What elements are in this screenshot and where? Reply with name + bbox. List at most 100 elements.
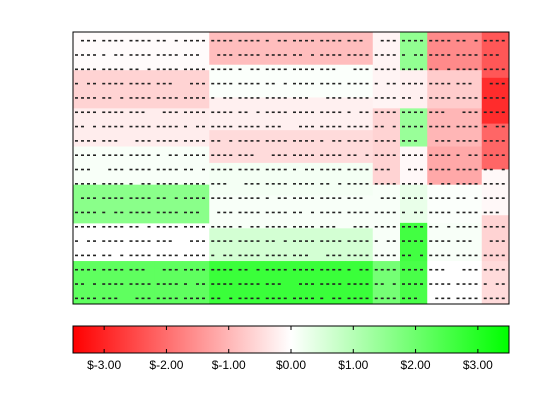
cell-text-mark [353,68,357,71]
cell-text-mark [114,240,118,242]
cell-text-mark [338,82,342,85]
cell-text-mark [435,225,439,228]
cell-text-mark [353,211,357,214]
cell-text-mark [147,125,151,128]
cell-text-mark [320,268,324,271]
cell-text-mark [468,254,472,257]
cell-text-mark [468,240,472,242]
cell-text-mark [141,54,145,56]
cell-text-mark [456,140,460,142]
cell-text-mark [190,111,193,114]
cell-text-mark [75,111,78,114]
cell-text-mark [347,140,351,142]
cell-text-mark [190,197,193,199]
cell-text-mark [75,140,78,142]
cell-text-mark [311,168,314,171]
cell-text-mark [420,283,423,285]
cell-text-mark [374,268,378,271]
cell-text-mark [429,154,433,156]
heatmap-cell-band0-row3 [73,146,210,186]
cell-text-mark [102,240,106,242]
cell-text-mark [81,225,84,228]
cell-text-mark [174,254,178,257]
cell-text-mark [456,154,460,156]
cell-text-mark [495,183,499,185]
cell-text-mark [392,125,396,128]
cell-text-mark [441,254,445,257]
cell-text-mark [168,211,172,214]
cell-text-mark [392,111,396,114]
cell-text-mark [271,168,275,171]
cell-text-mark [332,54,336,56]
cell-text-mark [462,183,466,185]
cell-text-mark [435,268,439,271]
cell-text-mark [468,225,472,228]
cell-text-mark [250,197,254,199]
cell-text-mark [283,82,287,85]
cell-text-mark [114,82,118,85]
cell-text-mark [338,168,342,171]
cell-text-mark [365,283,369,285]
cell-text-mark [441,111,445,114]
cell-text-mark [338,111,342,114]
cell-text-mark [326,111,330,114]
cell-text-mark [168,268,172,271]
cell-text-mark [386,168,390,171]
cell-text-mark [332,268,336,271]
cell-text-mark [114,39,118,42]
cell-text-mark [456,54,460,56]
cell-text-mark [129,168,133,171]
cell-text-mark [93,225,96,228]
cell-text-mark [168,54,172,56]
heatmap-cell-band4-row3 [427,146,483,186]
cell-text-mark [174,168,178,171]
cell-text-mark [102,97,106,99]
heatmap-cell-bottom-col12 [400,261,428,305]
cell-text-mark [374,140,378,142]
cell-text-mark [380,268,384,271]
cell-text-mark [468,54,472,56]
heatmap-cell-band3-row4 [400,184,428,224]
cell-text-mark [190,268,193,271]
cell-text-mark [447,211,451,214]
cell-text-mark [135,82,139,85]
heatmap-cell-bottom-col13 [427,261,455,305]
cell-text-mark [305,111,308,114]
cell-text-mark [223,183,227,185]
cell-text-mark [211,197,215,199]
cell-text-mark [129,54,133,56]
cell-text-mark [414,283,417,285]
cell-text-mark [299,254,302,257]
cell-text-mark [265,168,269,171]
cell-text-mark [462,68,466,71]
cell-text-mark [93,197,96,199]
heatmap-cell-bottom-col7 [263,261,292,305]
cell-text-mark [168,168,172,171]
heatmap-cell-band4-row4 [427,184,483,224]
cell-text-mark [202,125,205,128]
cell-text-mark [102,154,106,156]
cell-text-mark [271,283,275,285]
cell-text-mark [462,268,466,271]
cell-text-mark [81,168,84,171]
cell-text-mark [135,154,139,156]
cell-text-mark [365,183,369,185]
cell-text-mark [447,283,451,285]
cell-text-mark [256,268,260,271]
cell-text-mark [347,154,351,156]
cell-text-mark [147,225,151,228]
cell-text-mark [380,68,384,71]
cell-text-mark [283,225,287,228]
heatmap-cell-bottom-col0 [73,261,101,305]
cell-text-mark [392,183,396,185]
cell-text-mark [447,297,451,300]
cell-text-mark [129,254,133,257]
cell-text-mark [114,168,118,171]
cell-text-mark [250,225,254,228]
cell-text-mark [277,168,281,171]
cell-text-mark [332,111,336,114]
cell-text-mark [141,297,145,300]
cell-text-mark [283,197,287,199]
cell-text-mark [293,183,296,185]
cell-text-mark [447,54,451,56]
